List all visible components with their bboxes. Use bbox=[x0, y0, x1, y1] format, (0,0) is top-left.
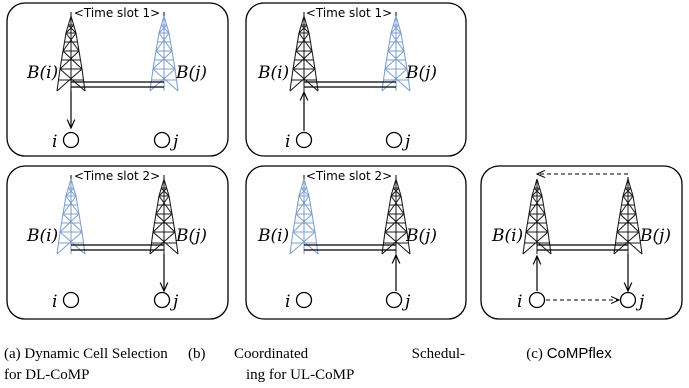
base-station-i-label: B(i) bbox=[491, 226, 523, 246]
caption-a-line1: (a) Dynamic Cell Selection bbox=[4, 346, 168, 362]
panel-b1: <Time slot 1> B(i) B(j) i j bbox=[245, 2, 467, 157]
panel-frame bbox=[480, 165, 683, 320]
caption-c-prefix: (c) bbox=[526, 346, 546, 362]
caption-b-line2: ing for UL-CoMP bbox=[246, 367, 354, 383]
panel-frame bbox=[6, 2, 229, 157]
base-station-j-label: B(j) bbox=[405, 63, 437, 83]
user-equipment-icon bbox=[62, 131, 80, 149]
user-j-label: j bbox=[401, 132, 411, 152]
base-station-j-label: B(j) bbox=[175, 226, 207, 246]
caption-b-word1: Coordinated bbox=[234, 346, 309, 362]
user-i-label: i bbox=[517, 292, 522, 312]
base-station-j-label: B(j) bbox=[639, 226, 671, 246]
user-equipment-icon bbox=[385, 131, 403, 149]
time-slot-label: <Time slot 1> bbox=[306, 6, 392, 20]
panel-a2: <Time slot 2> B(i) B(j) i j bbox=[6, 165, 229, 320]
user-equipment-icon bbox=[295, 131, 313, 149]
user-j-label: j bbox=[169, 132, 179, 152]
panel-a1: <Time slot 1> B(i) B(j) i j bbox=[6, 2, 229, 157]
time-slot-label: <Time slot 2> bbox=[306, 169, 392, 183]
user-equipment-icon bbox=[528, 291, 546, 309]
caption-a-line2: for DL-CoMP bbox=[4, 367, 89, 383]
user-i-label: i bbox=[285, 132, 290, 152]
user-equipment-icon bbox=[295, 291, 313, 309]
user-equipment-icon bbox=[153, 291, 171, 309]
base-station-i-label: B(i) bbox=[257, 63, 289, 83]
time-slot-label: <Time slot 1> bbox=[74, 6, 160, 20]
uplink-forwarding-arrow bbox=[537, 174, 629, 181]
user-j-label: j bbox=[169, 292, 179, 312]
panel-b2: <Time slot 2> B(i) B(j) i j bbox=[245, 165, 467, 320]
user-i-label: i bbox=[285, 292, 290, 312]
base-station-i-label: B(i) bbox=[26, 226, 58, 246]
panel-frame bbox=[245, 2, 467, 157]
caption-c: (c) CoMPflex bbox=[526, 345, 612, 362]
base-station-i-label: B(i) bbox=[257, 226, 289, 246]
user-i-label: i bbox=[52, 132, 57, 152]
user-equipment-icon bbox=[62, 291, 80, 309]
time-slot-label: <Time slot 2> bbox=[74, 169, 160, 183]
user-equipment-icon bbox=[619, 291, 637, 309]
panel-frame bbox=[6, 165, 229, 320]
user-j-label: j bbox=[401, 292, 411, 312]
panel-frame bbox=[245, 165, 467, 320]
user-i-label: i bbox=[52, 292, 57, 312]
base-station-i-label: B(i) bbox=[26, 63, 58, 83]
panel-c: B(i) B(j) i j bbox=[480, 165, 683, 320]
caption-b-prefix: (b) bbox=[188, 346, 206, 362]
caption-c-name: CoMPflex bbox=[547, 345, 613, 362]
caption-b-word2: Schedul- bbox=[412, 346, 465, 362]
user-equipment-icon bbox=[385, 291, 403, 309]
base-station-j-label: B(j) bbox=[405, 226, 437, 246]
user-equipment-icon bbox=[153, 131, 171, 149]
base-station-j-label: B(j) bbox=[175, 63, 207, 83]
user-j-label: j bbox=[635, 292, 645, 312]
